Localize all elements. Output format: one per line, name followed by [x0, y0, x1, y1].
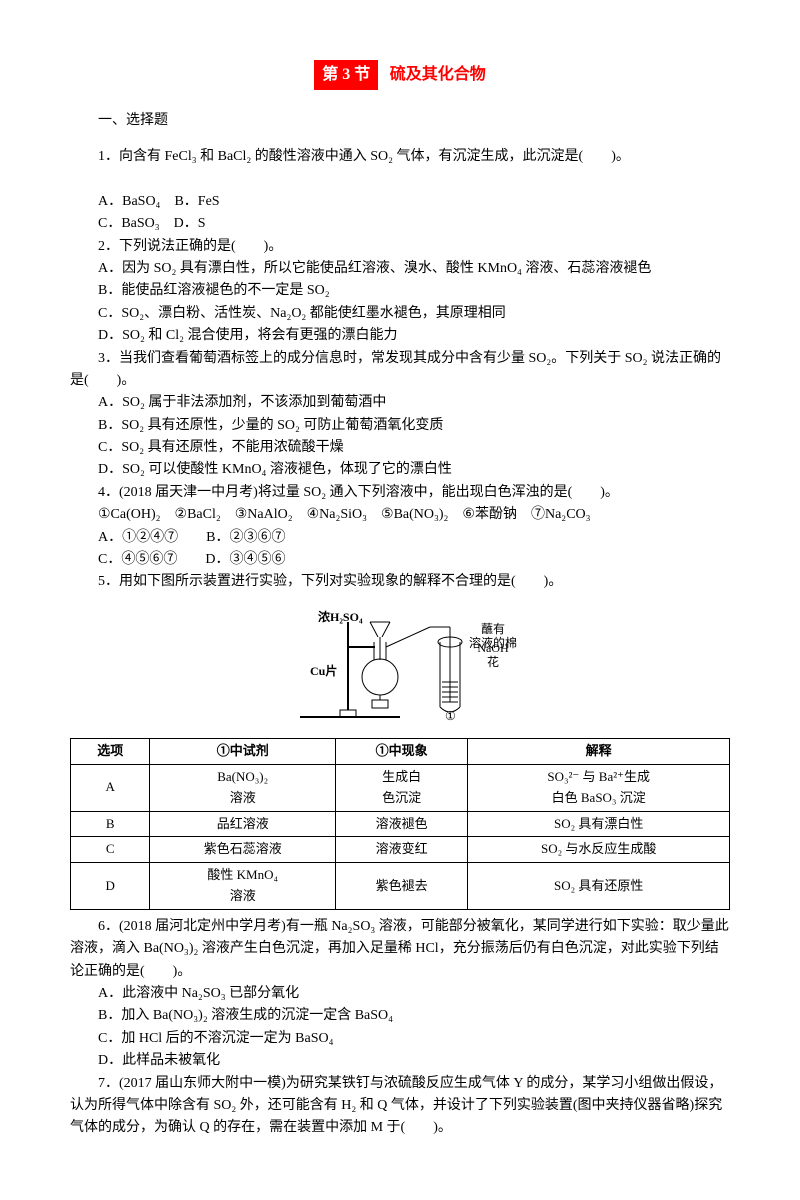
th-explain: 解释	[468, 739, 730, 765]
q3-stem: 3．当我们查看葡萄酒标签上的成分信息时，常发现其成分中含有少量 SO₂。下列关于…	[70, 348, 730, 393]
q1-opt-ab: A．BaSO₄ B．FeS	[70, 191, 730, 213]
table-header-row: 选项 ①中试剂 ①中现象 解释	[71, 739, 730, 765]
q4-stem: 4．(2018 届天津一中月考)将过量 SO₂ 通入下列溶液中，能出现白色浑浊的…	[70, 482, 730, 504]
diagram-label-naoh2: 溶液的棉花	[466, 634, 520, 672]
q2-d: D．SO₂ 和 Cl₂ 混合使用，将会有更强的漂白能力	[70, 325, 730, 347]
table-row: B 品红溶液 溶液褪色 SO₂ 具有漂白性	[71, 811, 730, 837]
diagram-label-cu: Cu片	[310, 662, 337, 681]
th-phenom: ①中现象	[335, 739, 467, 765]
table-row: C 紫色石蕊溶液 溶液变红 SO₂ 与水反应生成酸	[71, 837, 730, 863]
apparatus-diagram: 浓H₂SO₄ Cu片 蘸有NaOH 溶液的棉花 ①	[70, 602, 730, 730]
table-row: A Ba(NO₃)₂ 溶液 生成白 色沉淀 SO₃²⁻ 与 Ba²⁺生成 白色 …	[71, 764, 730, 811]
section-heading: 一、选择题	[70, 110, 730, 132]
page-title: 第 3 节 硫及其化合物	[70, 60, 730, 90]
q2-a: A．因为 SO₂ 具有漂白性，所以它能使品红溶液、溴水、酸性 KMnO₄ 溶液、…	[70, 258, 730, 280]
q2-stem: 2．下列说法正确的是( )。	[70, 236, 730, 258]
diagram-label-circle: ①	[445, 707, 456, 726]
q1-opt-cd: C．BaSO₃ D．S	[70, 213, 730, 235]
q3-a: A．SO₂ 属于非法添加剂，不该添加到葡萄酒中	[70, 392, 730, 414]
q5-stem: 5．用如下图所示装置进行实验，下列对实验现象的解释不合理的是( )。	[70, 571, 730, 593]
q3-b: B．SO₂ 具有还原性，少量的 SO₂ 可防止葡萄酒氧化变质	[70, 415, 730, 437]
q2-c: C．SO₂、漂白粉、活性炭、Na₂O₂ 都能使红墨水褪色，其原理相同	[70, 303, 730, 325]
q5-table: 选项 ①中试剂 ①中现象 解释 A Ba(NO₃)₂ 溶液 生成白 色沉淀 SO…	[70, 738, 730, 910]
table-row: D 酸性 KMnO₄ 溶液 紫色褪去 SO₂ 具有还原性	[71, 863, 730, 910]
diagram-label-h2so4: 浓H₂SO₄	[318, 608, 363, 627]
q7-stem: 7．(2017 届山东师大附中一模)为研究某铁钉与浓硫酸反应生成气体 Y 的成分…	[70, 1073, 730, 1140]
q6-d: D．此样品未被氧化	[70, 1050, 730, 1072]
title-rest: 硫及其化合物	[390, 66, 486, 83]
th-option: 选项	[71, 739, 150, 765]
th-reagent: ①中试剂	[150, 739, 335, 765]
q6-stem: 6．(2018 届河北定州中学月考)有一瓶 Na₂SO₃ 溶液，可能部分被氧化，…	[70, 916, 730, 983]
q4-cd: C．④⑤⑥⑦ D．③④⑤⑥	[70, 549, 730, 571]
q2-b: B．能使品红溶液褪色的不一定是 SO₂	[70, 280, 730, 302]
q6-b: B．加入 Ba(NO₃)₂ 溶液生成的沉淀一定含 BaSO₄	[70, 1005, 730, 1027]
q6-c: C．加 HCl 后的不溶沉淀一定为 BaSO₄	[70, 1028, 730, 1050]
q6-a: A．此溶液中 Na₂SO₃ 已部分氧化	[70, 983, 730, 1005]
q4-list: ①Ca(OH)₂ ②BaCl₂ ③NaAlO₂ ④Na₂SiO₃ ⑤Ba(NO₃…	[70, 504, 730, 526]
title-boxed: 第 3 节	[314, 60, 378, 90]
q1-stem: 1．向含有 FeCl₃ 和 BaCl₂ 的酸性溶液中通入 SO₂ 气体，有沉淀生…	[70, 146, 730, 168]
q4-ab: A．①②④⑦ B．②③⑥⑦	[70, 527, 730, 549]
q3-d: D．SO₂ 可以使酸性 KMnO₄ 溶液褪色，体现了它的漂白性	[70, 459, 730, 481]
q3-c: C．SO₂ 具有还原性，不能用浓硫酸干燥	[70, 437, 730, 459]
